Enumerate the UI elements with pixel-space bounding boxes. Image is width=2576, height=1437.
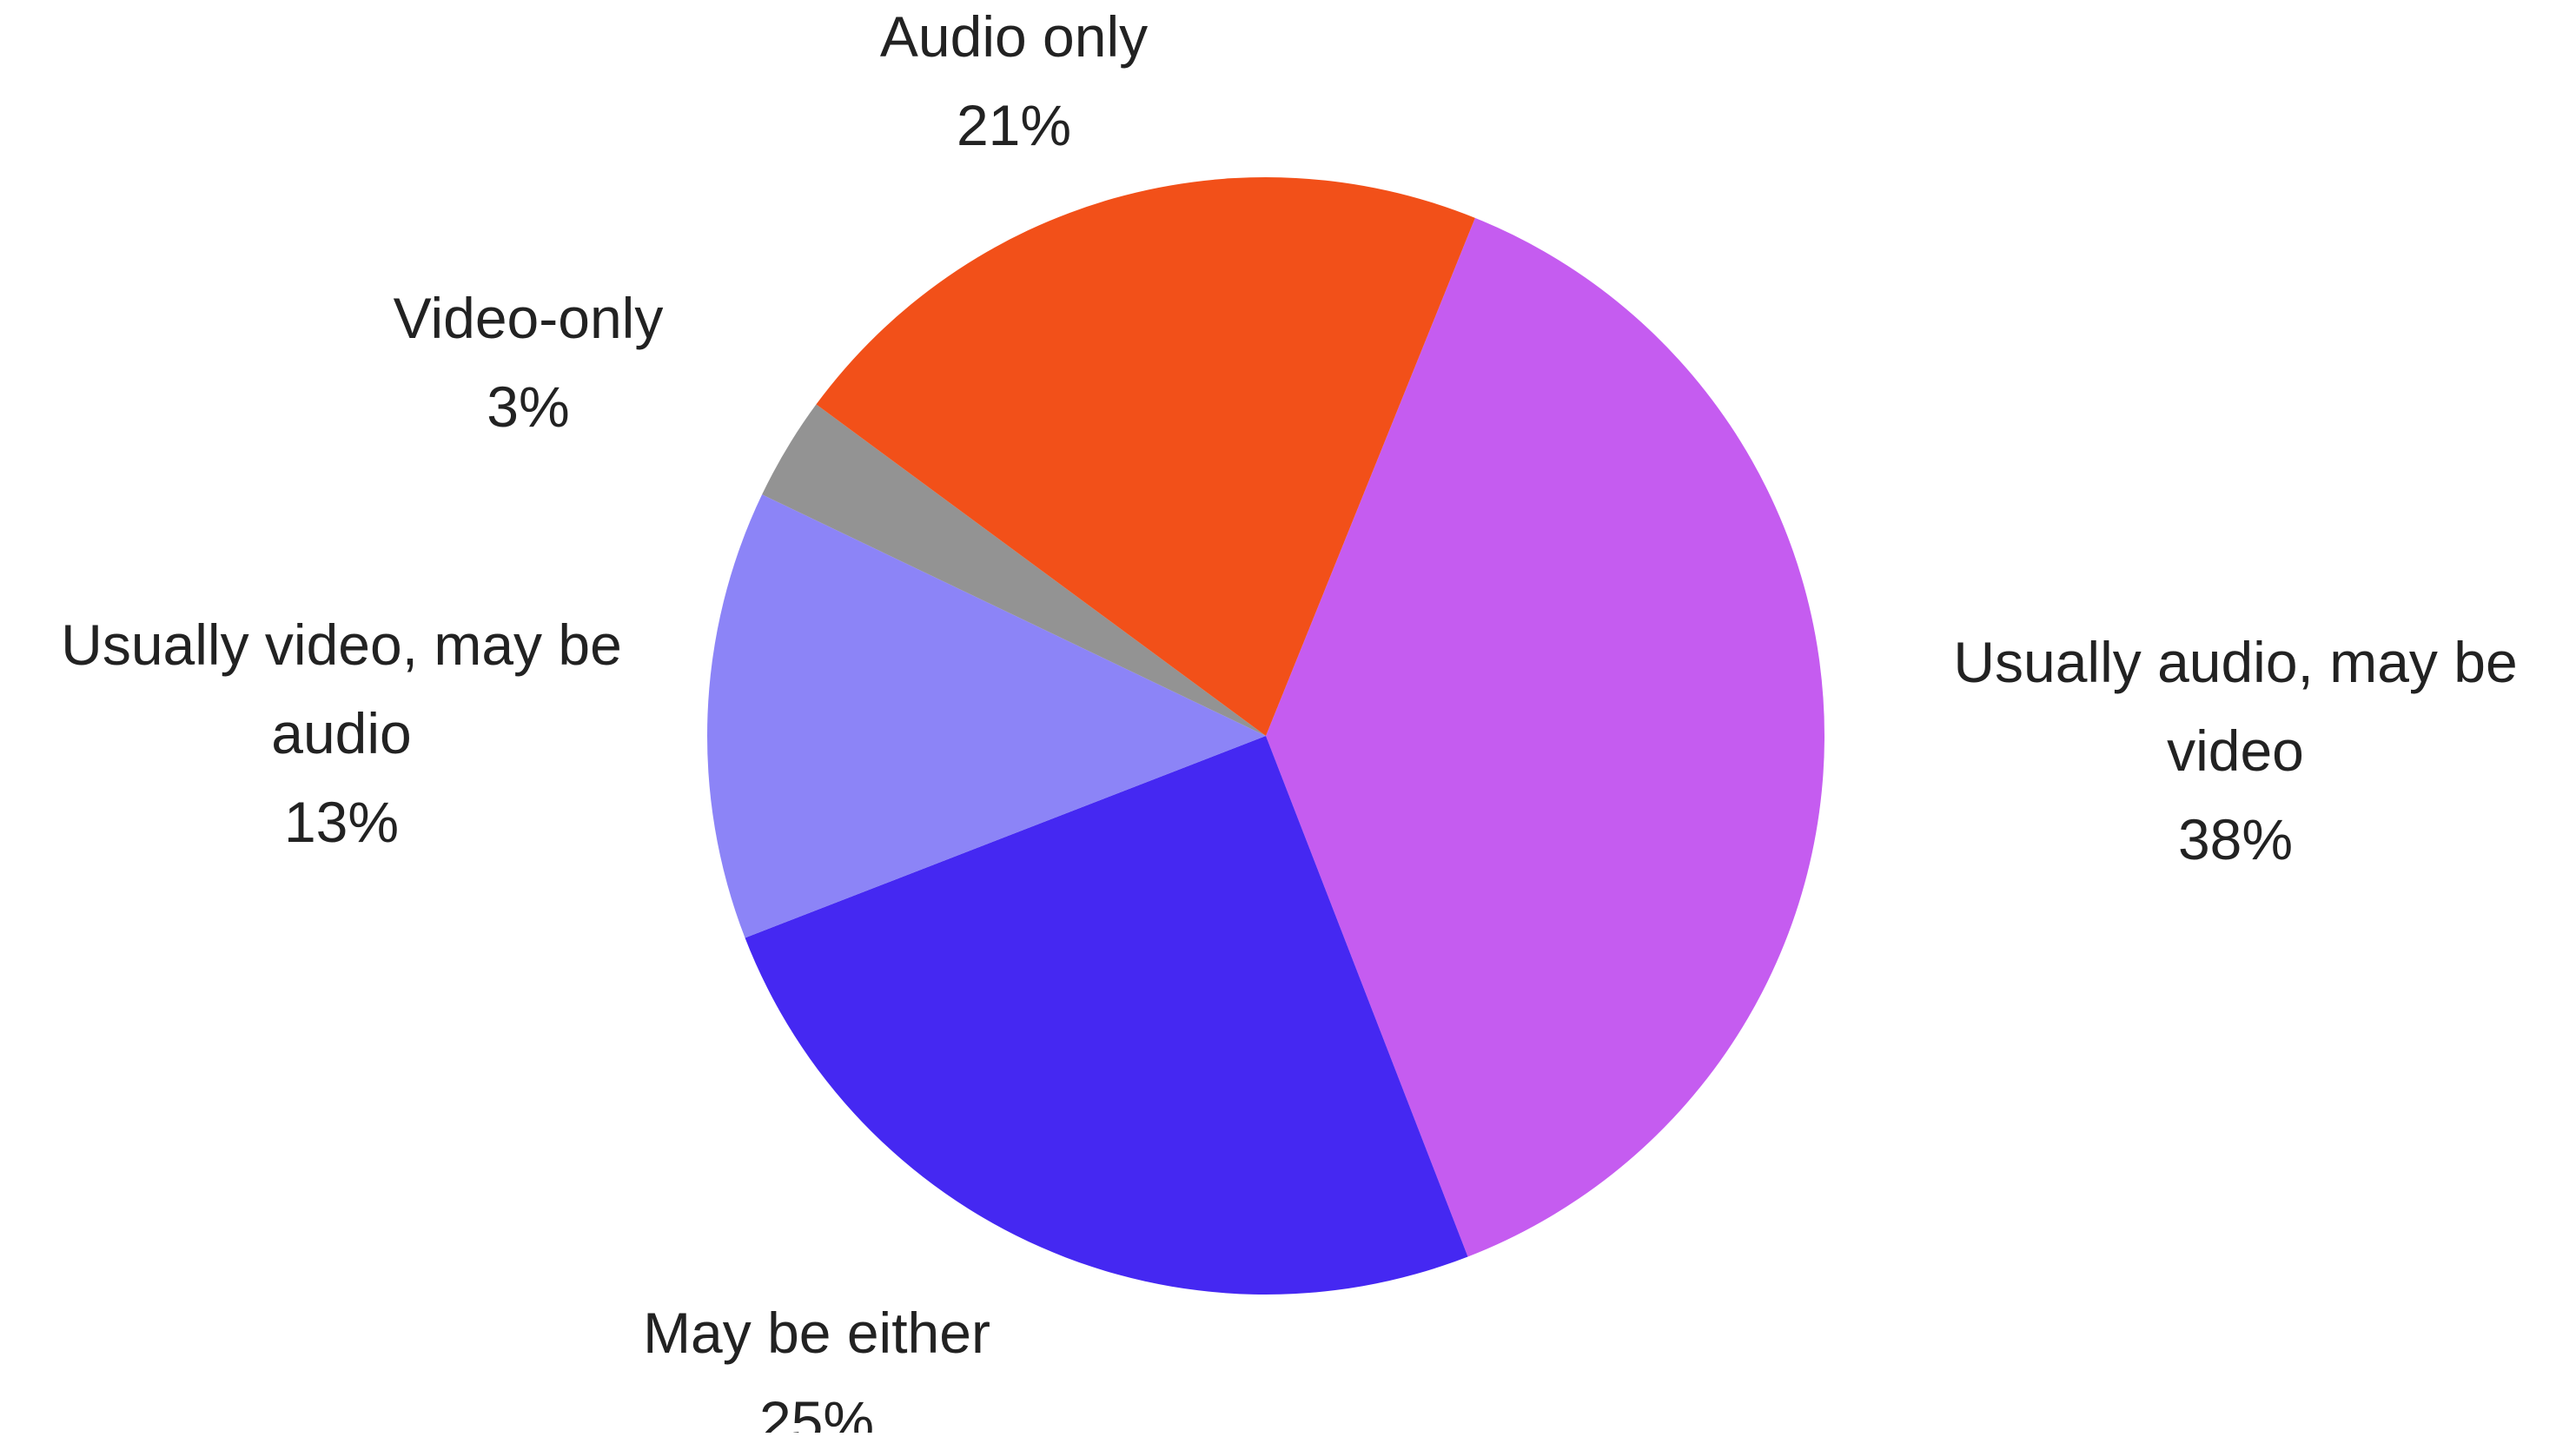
- pie-label-4: Audio only 21%: [880, 4, 1148, 157]
- pie-value-label-1: 25%: [759, 1389, 874, 1433]
- pie-label-3: Video-only 3%: [394, 286, 664, 439]
- pie-category-label-0: video: [2167, 718, 2304, 783]
- pie-value-label-0: 38%: [2178, 807, 2293, 871]
- pie-category-label-2: audio: [271, 701, 412, 765]
- pie-labels: Usually audio, may be video 38% May be eith…: [61, 4, 2517, 1437]
- pie-category-label-4: Audio only: [880, 4, 1148, 69]
- pie-category-label-0: Usually audio, may be: [1953, 630, 2517, 694]
- pie-label-1: May be either 25%: [643, 1301, 990, 1433]
- pie-slice-1: [745, 736, 1468, 1295]
- pie-category-label-2: Usually video, may be: [61, 613, 622, 677]
- pie-slice-3: [762, 404, 1266, 736]
- pie-category-label-3: Video-only: [394, 286, 664, 350]
- pie-value-label-4: 21%: [957, 93, 1071, 157]
- pie-slice-0: [1266, 217, 1824, 1257]
- pie-label-0: Usually audio, may be video 38%: [1953, 630, 2517, 871]
- pie-slice-4: [816, 176, 1475, 737]
- pie-label-2: Usually video, may be audio 13%: [61, 613, 622, 854]
- pie-slices: [707, 176, 1824, 1295]
- pie-slice-2: [707, 494, 1266, 938]
- pie-value-label-3: 3%: [487, 374, 569, 439]
- pie-category-label-1: May be either: [643, 1301, 990, 1365]
- pie-value-label-2: 13%: [284, 790, 399, 854]
